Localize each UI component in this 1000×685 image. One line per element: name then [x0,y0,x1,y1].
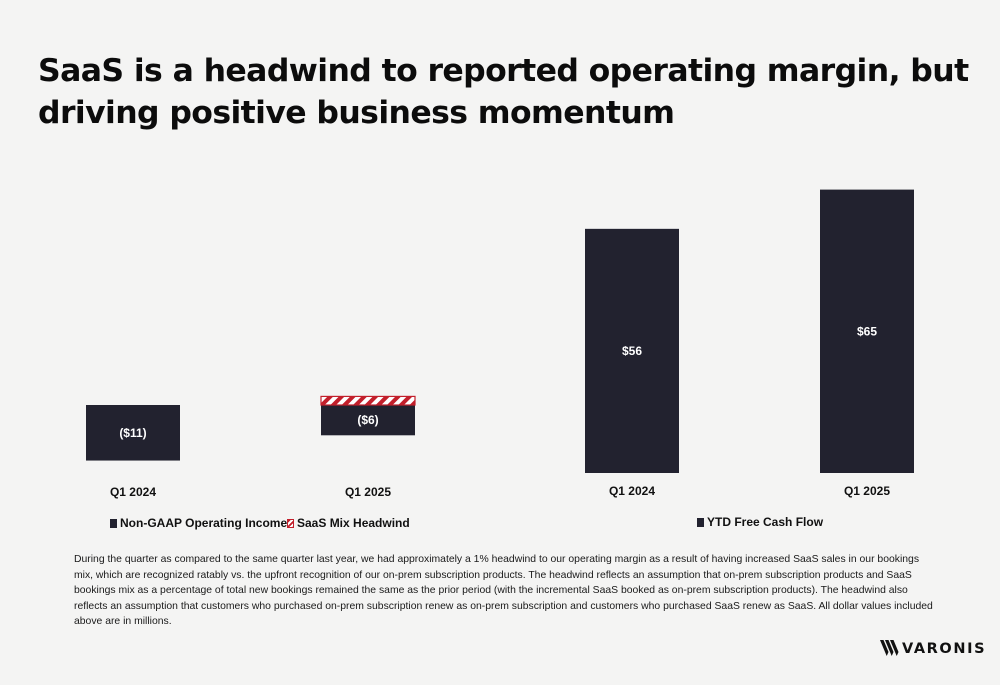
legend-label-operating-income: Non-GAAP Operating Income [120,516,288,530]
varonis-logo-icon [880,640,899,656]
data-label-operating-income-0: ($11) [119,426,146,440]
category-label-free-cash-flow-0: Q1 2024 [609,484,655,498]
operating-income-chart: ($11) Q1 2024 ($6) Q1 2025 [86,395,416,499]
legend-free-cash-flow: YTD Free Cash Flow [697,515,823,529]
legend-swatch-saas-headwind [287,518,294,528]
category-label-operating-income-0: Q1 2024 [110,485,156,499]
bar-operating-income-1 [321,405,415,436]
bar-saas-headwind-1 [320,395,416,406]
varonis-logo: VARONIS [880,640,986,658]
legend-label-saas-headwind: SaaS Mix Headwind [297,516,410,530]
legend-operating-income: Non-GAAP Operating Income [110,516,287,530]
legend-swatch-operating-income [110,518,117,528]
free-cash-flow-chart: $56 Q1 2024 $65 Q1 2025 [585,189,914,498]
legend-swatch-free-cash-flow [697,517,704,527]
data-label-free-cash-flow-1: $65 [857,324,877,338]
bar-operating-income-0 [86,405,180,461]
category-label-operating-income-1: Q1 2025 [345,485,391,499]
logo-wordmark: VARONIS [902,641,987,657]
data-label-operating-income-1: ($6) [357,413,378,427]
page-title: SaaS is a headwind to reported operating… [38,53,969,131]
bar-free-cash-flow-0 [585,228,679,473]
bar-free-cash-flow-1 [820,189,914,473]
footnote: During the quarter as compared to the sa… [74,554,933,627]
legend-saas-headwind: SaaS Mix Headwind [287,516,410,530]
legend-label-free-cash-flow: YTD Free Cash Flow [707,515,824,529]
data-label-free-cash-flow-0: $56 [622,344,642,358]
category-label-free-cash-flow-1: Q1 2025 [844,484,890,498]
